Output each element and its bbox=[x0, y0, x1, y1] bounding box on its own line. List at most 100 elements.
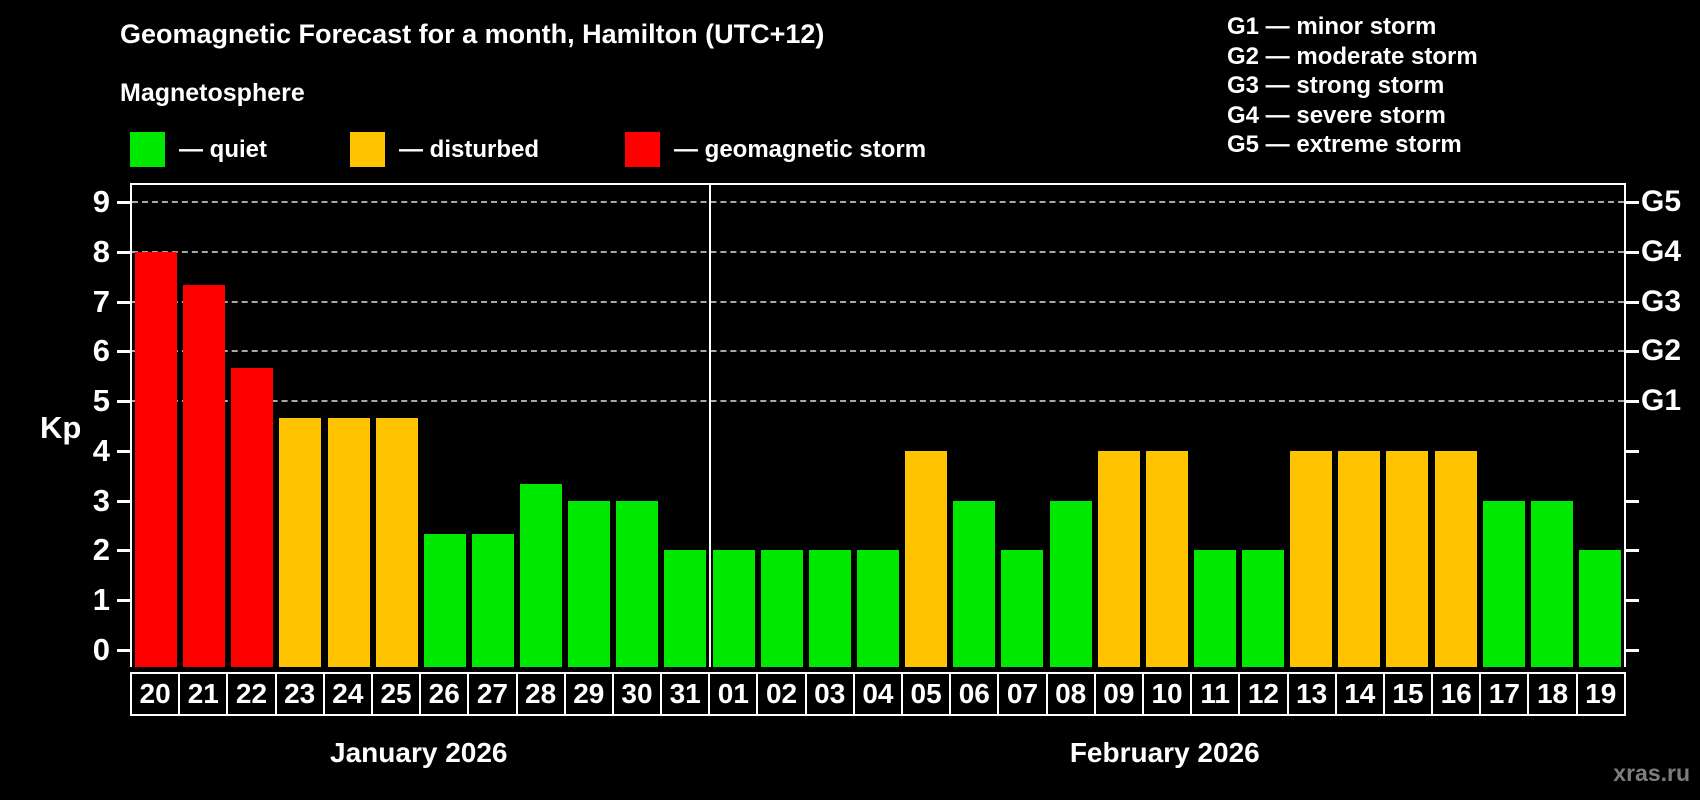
kp-bar bbox=[1290, 450, 1333, 667]
day-label-box: 18 bbox=[1527, 672, 1578, 716]
y-axis-tick bbox=[117, 350, 130, 354]
kp-bar bbox=[471, 533, 514, 667]
legend-label: — quiet bbox=[179, 136, 267, 163]
day-label-box: 12 bbox=[1238, 672, 1289, 716]
right-axis-tick bbox=[1626, 598, 1639, 602]
g-axis-label: G2 bbox=[1641, 334, 1682, 368]
kp-bar bbox=[808, 550, 851, 667]
month-label-january: January 2026 bbox=[330, 737, 508, 768]
day-label-box: 14 bbox=[1334, 672, 1385, 716]
kp-bar bbox=[857, 550, 899, 667]
y-axis-tick-label: 7 bbox=[92, 283, 110, 319]
day-label-box: 03 bbox=[804, 672, 855, 716]
y-axis-tick bbox=[117, 549, 130, 553]
kp-bar bbox=[1578, 550, 1621, 667]
kp-bar bbox=[231, 367, 274, 667]
legend-label: — disturbed bbox=[399, 136, 540, 163]
month-divider-line bbox=[708, 185, 711, 667]
kp-bar bbox=[327, 417, 370, 667]
day-label-box: 26 bbox=[419, 672, 470, 716]
kp-bar bbox=[1193, 550, 1236, 667]
day-label-box: 11 bbox=[1190, 672, 1241, 716]
y-axis-tick bbox=[117, 201, 130, 205]
kp-gridline bbox=[132, 201, 1624, 204]
g-legend-line: G5 — extreme storm bbox=[1227, 131, 1462, 158]
right-axis-tick bbox=[1626, 499, 1639, 503]
g-axis-label: G1 bbox=[1641, 384, 1682, 418]
y-axis-tick bbox=[117, 300, 130, 304]
y-axis-tick-label: 0 bbox=[92, 631, 110, 667]
y-axis-tick bbox=[117, 648, 130, 652]
day-label-box: 31 bbox=[660, 672, 711, 716]
kp-bar bbox=[712, 550, 755, 667]
y-axis-tick-label: 9 bbox=[92, 184, 110, 220]
right-axis-tick bbox=[1626, 251, 1639, 254]
watermark: xras.ru bbox=[1613, 760, 1690, 786]
kp-bar bbox=[1242, 550, 1285, 667]
g-axis-label: G3 bbox=[1641, 284, 1682, 318]
g-legend-line: G3 — strong storm bbox=[1227, 72, 1445, 99]
y-axis-tick-label: 5 bbox=[92, 383, 110, 419]
day-label-box: 30 bbox=[611, 672, 663, 716]
kp-bar bbox=[135, 252, 178, 667]
right-axis-tick bbox=[1626, 300, 1639, 304]
g-axis-label: G5 bbox=[1641, 185, 1682, 219]
kp-bar bbox=[1482, 500, 1525, 667]
kp-bar bbox=[1145, 450, 1188, 667]
y-axis-tick bbox=[117, 449, 130, 453]
right-axis-tick bbox=[1626, 449, 1639, 453]
y-axis-tick-label: 4 bbox=[92, 432, 110, 468]
day-label-box: 04 bbox=[852, 672, 903, 716]
day-label-box: 17 bbox=[1479, 672, 1530, 716]
kp-bar bbox=[1530, 500, 1573, 667]
day-label-box: 10 bbox=[1141, 672, 1193, 716]
day-label-box: 25 bbox=[370, 672, 422, 716]
right-axis-tick bbox=[1626, 350, 1639, 354]
kp-bar bbox=[279, 417, 322, 667]
legend-swatch-disturbed bbox=[350, 132, 385, 167]
day-label-box: 16 bbox=[1431, 672, 1482, 716]
day-label-box: 06 bbox=[949, 672, 1000, 716]
g-scale-legend: G1 — minor storm G2 — moderate storm G3 — … bbox=[1227, 12, 1478, 160]
y-axis-tick bbox=[117, 499, 130, 503]
day-label-box: 13 bbox=[1286, 672, 1337, 716]
kp-gridline bbox=[132, 300, 1624, 303]
day-label-box: 24 bbox=[322, 672, 373, 716]
x-axis-day-labels: 20 21 22 23 24 25 26 27 28 29 30 31 01 02 03 04 05 06 07 08… bbox=[130, 672, 1626, 716]
day-label-box: 21 bbox=[178, 672, 229, 716]
day-label-box: 09 bbox=[1093, 672, 1144, 716]
kp-bar bbox=[568, 500, 611, 667]
right-axis-tick bbox=[1626, 400, 1639, 404]
kp-bar bbox=[1001, 550, 1044, 667]
legend-item-disturbed: — disturbed bbox=[350, 132, 539, 167]
day-label-box: 05 bbox=[901, 672, 952, 716]
day-label-box: 20 bbox=[130, 672, 181, 716]
kp-bar bbox=[1097, 450, 1140, 667]
legend-item-storm: — geomagnetic storm bbox=[625, 132, 926, 167]
day-label-box: 08 bbox=[1045, 672, 1096, 716]
kp-bar bbox=[953, 500, 996, 667]
y-axis-tick bbox=[117, 598, 130, 602]
kp-bar bbox=[1434, 450, 1477, 667]
y-axis-tick-label: 3 bbox=[92, 482, 110, 518]
kp-bar bbox=[1386, 450, 1429, 667]
y-axis-tick-label: 2 bbox=[92, 532, 110, 568]
day-label-box: 01 bbox=[708, 672, 759, 716]
day-label-box: 23 bbox=[274, 672, 325, 716]
day-label-box: 02 bbox=[756, 672, 807, 716]
kp-bar bbox=[1338, 450, 1381, 667]
y-axis-tick bbox=[117, 251, 130, 254]
day-label-box: 19 bbox=[1575, 672, 1626, 716]
g-axis-label: G4 bbox=[1641, 235, 1682, 268]
kp-bar bbox=[183, 285, 226, 667]
legend-title: Magnetosphere bbox=[120, 79, 305, 107]
kp-gridline bbox=[132, 350, 1624, 353]
kp-bar bbox=[520, 484, 563, 667]
day-label-box: 28 bbox=[515, 672, 566, 716]
plot-area bbox=[117, 183, 1639, 667]
y-axis-tick-label: 6 bbox=[92, 333, 110, 369]
day-label-box: 29 bbox=[563, 672, 614, 716]
g-legend-line: G4 — severe storm bbox=[1227, 101, 1446, 129]
kp-bar bbox=[423, 533, 466, 667]
